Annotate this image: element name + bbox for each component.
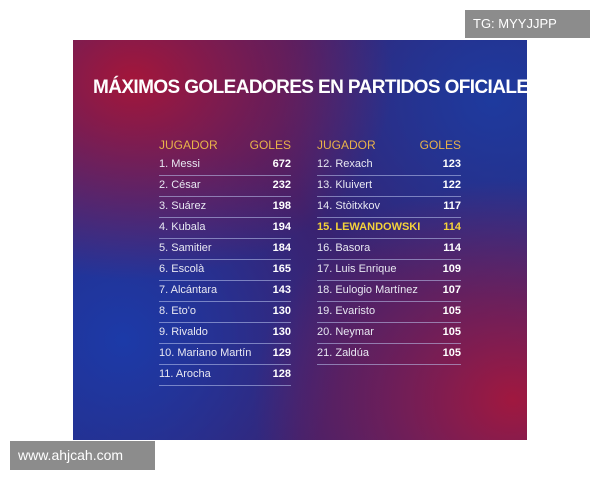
goals-value: 123 <box>442 158 461 170</box>
table-row: 1. Messi 672 <box>159 155 291 176</box>
table-row: 2. César 232 <box>159 176 291 197</box>
goals-value: 129 <box>272 347 291 359</box>
table-row: 4. Kubala 194 <box>159 218 291 239</box>
table-row: 3. Suárez 198 <box>159 197 291 218</box>
player-name: 16. Basora <box>317 242 371 254</box>
table-row: 21. Zaldúa 105 <box>317 344 461 365</box>
goals-value: 143 <box>272 284 291 296</box>
goals-value: 184 <box>272 242 291 254</box>
right-table: JUGADOR GOLES 12. Rexach 123 13. Kluivert 12… <box>317 135 461 365</box>
table-row: 12. Rexach 123 <box>317 155 461 176</box>
table-header: JUGADOR GOLES <box>159 135 291 155</box>
table-row: 5. Samitier 184 <box>159 239 291 260</box>
table-row: 14. Stòitxkov 117 <box>317 197 461 218</box>
player-name: 20. Neymar <box>317 326 374 338</box>
table-row: 11. Arocha 128 <box>159 365 291 386</box>
table-header: JUGADOR GOLES <box>317 135 461 155</box>
goals-header: GOLES <box>419 138 461 152</box>
left-table: JUGADOR GOLES 1. Messi 672 2. César 232 3. Su… <box>159 135 291 386</box>
player-name: 4. Kubala <box>159 221 206 233</box>
goals-value: 105 <box>442 326 461 338</box>
player-name: 2. César <box>159 179 201 191</box>
player-name: 6. Escolà <box>159 263 205 275</box>
table-row: 13. Kluivert 122 <box>317 176 461 197</box>
table-row: 7. Alcántara 143 <box>159 281 291 302</box>
player-name: 3. Suárez <box>159 200 207 212</box>
goals-value: 105 <box>442 305 461 317</box>
player-header: JUGADOR <box>159 138 218 152</box>
goals-value: 105 <box>442 347 461 359</box>
goals-value: 109 <box>442 263 461 275</box>
player-name: 15. LEWANDOWSKI <box>317 221 421 233</box>
watermark-top: TG: MYYJJPP <box>465 10 590 38</box>
player-name: 12. Rexach <box>317 158 373 170</box>
goals-value: 130 <box>272 326 291 338</box>
player-name: 19. Evaristo <box>317 305 376 317</box>
goals-value: 128 <box>272 368 291 380</box>
poster-title: MÁXIMOS GOLEADORES EN PARTIDOS OFICIALES <box>93 77 527 98</box>
goals-value: 194 <box>272 221 291 233</box>
player-name: 10. Mariano Martín <box>159 347 252 359</box>
goals-header: GOLES <box>249 138 291 152</box>
table-row: 17. Luis Enrique 109 <box>317 260 461 281</box>
table-row: 10. Mariano Martín 129 <box>159 344 291 365</box>
goals-value: 232 <box>272 179 291 191</box>
player-name: 8. Eto'o <box>159 305 196 317</box>
player-name: 1. Messi <box>159 158 200 170</box>
player-name: 7. Alcántara <box>159 284 218 296</box>
goals-value: 114 <box>443 242 461 254</box>
table-row: 19. Evaristo 105 <box>317 302 461 323</box>
goals-value: 198 <box>272 200 291 212</box>
table-row: 16. Basora 114 <box>317 239 461 260</box>
scorers-poster: MÁXIMOS GOLEADORES EN PARTIDOS OFICIALES… <box>73 40 527 440</box>
player-name: 13. Kluivert <box>317 179 373 191</box>
player-name: 21. Zaldúa <box>317 347 369 359</box>
table-row: 15. LEWANDOWSKI 114 <box>317 218 461 239</box>
player-name: 11. Arocha <box>159 368 211 380</box>
player-name: 17. Luis Enrique <box>317 263 397 275</box>
goals-value: 122 <box>442 179 461 191</box>
player-name: 5. Samitier <box>159 242 212 254</box>
watermark-bottom: www.ahjcah.com <box>10 441 155 470</box>
table-row: 9. Rivaldo 130 <box>159 323 291 344</box>
goals-value: 672 <box>272 158 291 170</box>
table-row: 6. Escolà 165 <box>159 260 291 281</box>
goals-value: 117 <box>443 200 461 212</box>
player-name: 18. Eulogio Martínez <box>317 284 418 296</box>
table-row: 18. Eulogio Martínez 107 <box>317 281 461 302</box>
player-name: 9. Rivaldo <box>159 326 208 338</box>
table-row: 20. Neymar 105 <box>317 323 461 344</box>
player-header: JUGADOR <box>317 138 376 152</box>
goals-value: 114 <box>443 221 461 233</box>
goals-value: 165 <box>272 263 291 275</box>
goals-value: 107 <box>442 284 461 296</box>
goals-value: 130 <box>272 305 291 317</box>
table-row: 8. Eto'o 130 <box>159 302 291 323</box>
player-name: 14. Stòitxkov <box>317 200 380 212</box>
